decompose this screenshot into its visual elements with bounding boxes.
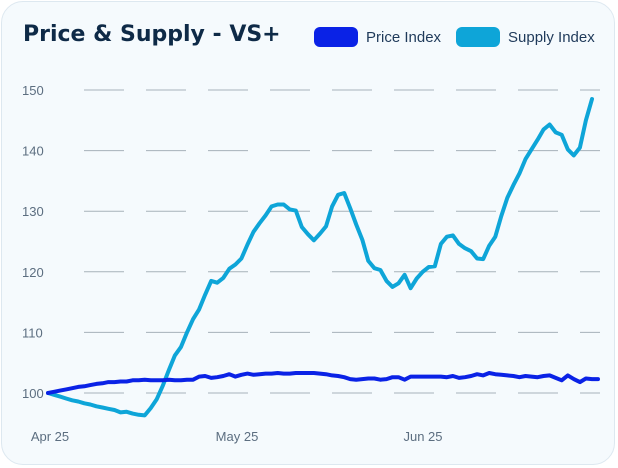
y-tick-label-130: 130 bbox=[22, 204, 44, 219]
x-tick-label-2: Jun 25 bbox=[403, 429, 442, 444]
y-tick-label-120: 120 bbox=[22, 265, 44, 280]
legend-item-price-index[interactable]: Price Index bbox=[314, 26, 441, 48]
y-tick-label-100: 100 bbox=[22, 386, 44, 401]
y-tick-label-110: 110 bbox=[22, 325, 43, 340]
x-tick-label-0: Apr 25 bbox=[31, 429, 69, 444]
series-line-supply-index bbox=[46, 97, 594, 418]
y-tick-label-150: 150 bbox=[22, 83, 44, 98]
legend-item-supply-index[interactable]: Supply Index bbox=[456, 26, 595, 48]
chart-title: Price & Supply - VS+ bbox=[23, 22, 281, 47]
legend-swatch-price-index bbox=[314, 27, 358, 47]
series-line-price-index bbox=[46, 371, 600, 395]
legend-label-supply-index: Supply Index bbox=[508, 28, 595, 46]
y-tick-label-140: 140 bbox=[22, 144, 44, 159]
legend-label-price-index: Price Index bbox=[366, 28, 442, 46]
x-tick-label-1: May 25 bbox=[216, 429, 259, 444]
legend-swatch-supply-index bbox=[456, 27, 500, 47]
